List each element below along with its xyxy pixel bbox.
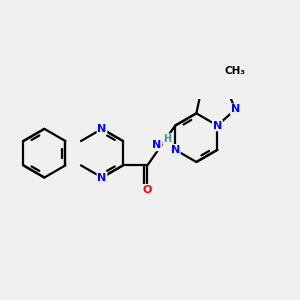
Text: CH₃: CH₃ xyxy=(224,66,245,76)
Text: H: H xyxy=(163,134,171,144)
Text: N: N xyxy=(98,124,106,134)
Text: N: N xyxy=(171,145,180,155)
Text: N: N xyxy=(213,121,222,130)
Text: N: N xyxy=(98,172,106,182)
Text: O: O xyxy=(143,185,152,195)
Text: N: N xyxy=(152,140,161,150)
Text: N: N xyxy=(231,104,240,114)
